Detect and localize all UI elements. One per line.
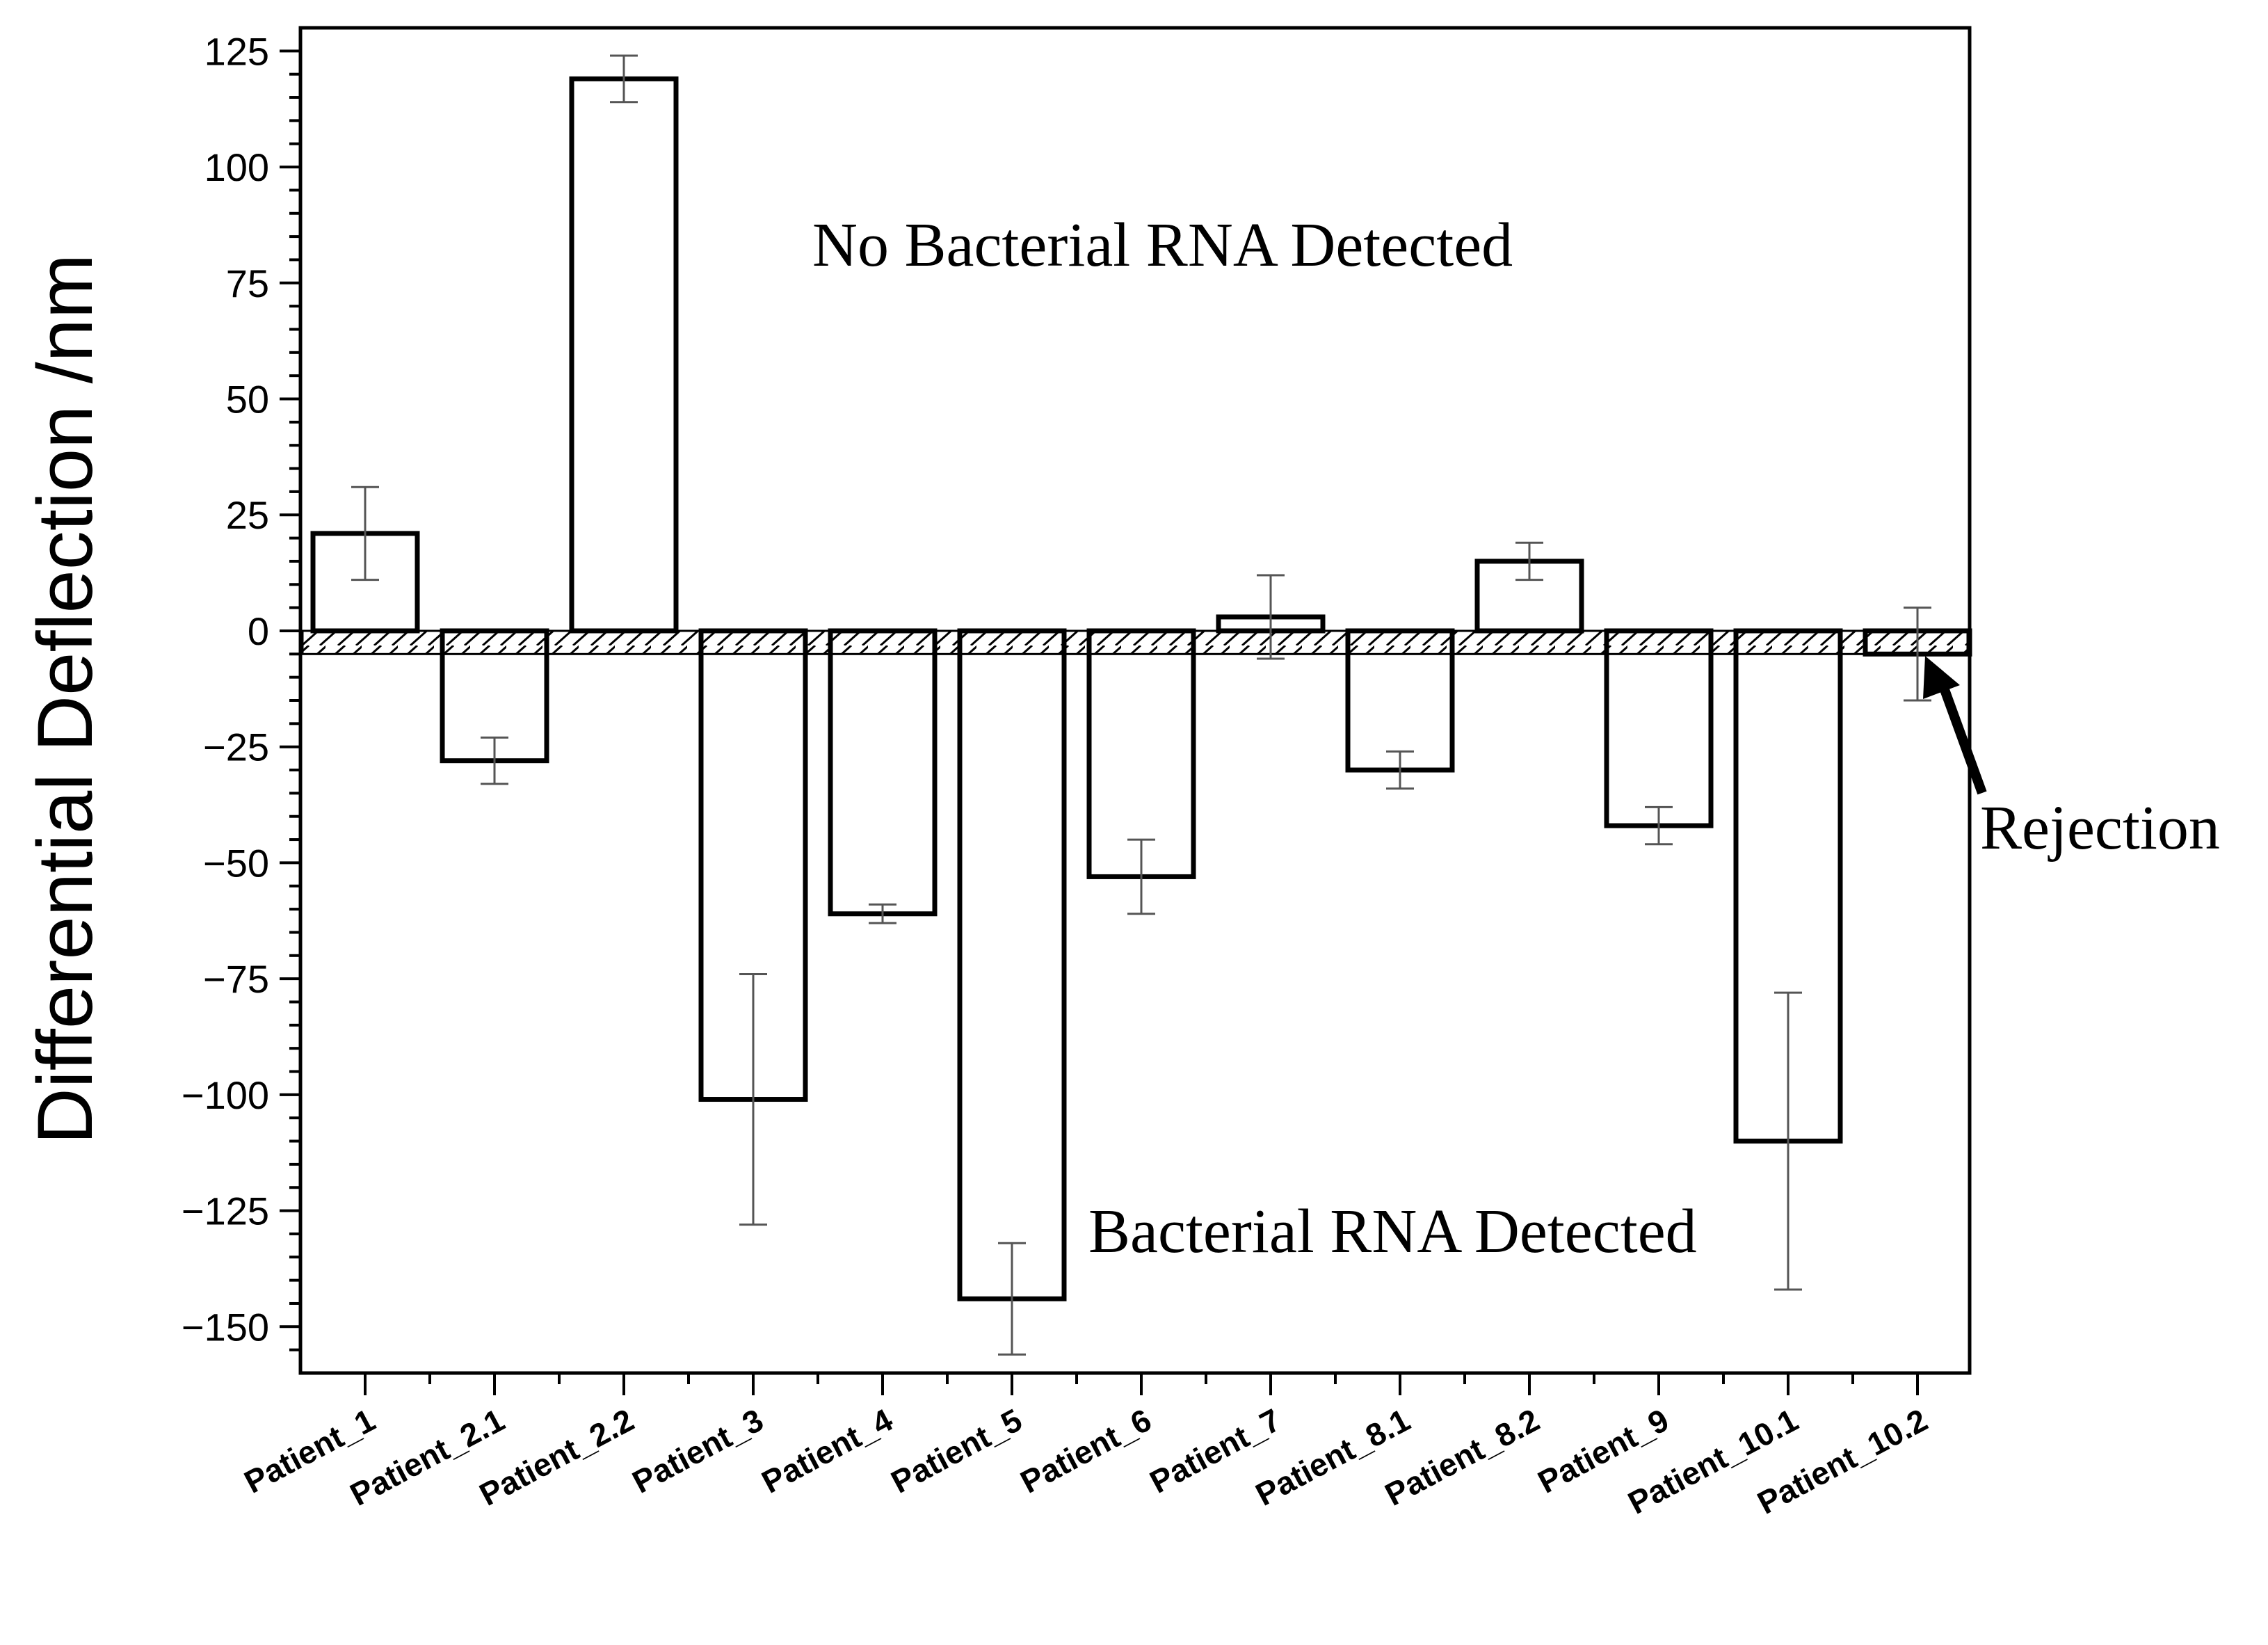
annotation-no-bacterial-rna: No Bacterial RNA Detected xyxy=(812,211,1513,280)
y-tick-label: 25 xyxy=(226,493,269,537)
bar-Patient_6 xyxy=(1086,628,1196,879)
error-bar-Patient_9 xyxy=(1645,805,1673,846)
bar-Patient_4 xyxy=(828,628,938,917)
x-tick-label: Patient_6 xyxy=(1015,1402,1157,1500)
error-bar-Patient_3 xyxy=(739,972,767,1226)
error-bar-Patient_10.1 xyxy=(1774,991,1802,1291)
annotation-rejection: Rejection xyxy=(1980,794,2220,862)
error-bar-Patient_1 xyxy=(351,486,379,581)
x-tick-label: Patient_5 xyxy=(885,1402,1028,1500)
x-tick-label: Patient_3 xyxy=(627,1402,769,1500)
y-tick-label: −150 xyxy=(182,1305,269,1349)
y-tick-label: 75 xyxy=(226,262,269,305)
bar-Patient_9 xyxy=(1604,628,1714,828)
error-bar-Patient_4 xyxy=(869,903,896,924)
error-bar-Patient_6 xyxy=(1127,838,1155,915)
x-axis: Patient_1Patient_2.1Patient_2.2Patient_3… xyxy=(239,1373,1933,1521)
y-axis: 125 100 75 50 25 0 −25 −50 −75 −100 −125 −150 xyxy=(182,29,300,1351)
error-bar-Patient_10.2 xyxy=(1904,607,1931,702)
y-tick-label: 0 xyxy=(248,609,269,653)
y-tick-label: 125 xyxy=(204,29,269,73)
rejection-band xyxy=(301,629,1969,655)
error-bar-Patient_8.2 xyxy=(1515,541,1543,581)
y-tick-label: −50 xyxy=(203,841,269,885)
error-bar-Patient_5 xyxy=(998,1242,1026,1356)
y-tick-label: −100 xyxy=(182,1073,269,1117)
y-tick-label: −25 xyxy=(203,725,269,769)
error-bar-Patient_2.1 xyxy=(481,736,508,785)
annotation-bacterial-rna: Bacterial RNA Detected xyxy=(1088,1197,1697,1266)
y-tick-label: −75 xyxy=(203,957,269,1001)
rejection-arrow xyxy=(1923,656,1987,795)
y-tick-label: −125 xyxy=(182,1189,269,1233)
error-bar-Patient_8.1 xyxy=(1386,750,1414,790)
error-bar-Patient_7 xyxy=(1257,574,1285,660)
y-tick-label: 100 xyxy=(204,145,269,189)
bar-Patient_2.2 xyxy=(569,76,679,634)
y-tick-label: 50 xyxy=(226,378,269,422)
x-tick-label: Patient_4 xyxy=(756,1402,899,1500)
bar-Patient_5 xyxy=(957,628,1067,1301)
rejection-band-layer xyxy=(301,629,1969,655)
error-bars-layer xyxy=(351,54,1931,1356)
y-axis-label: Differential Deflection /nm xyxy=(22,254,108,1144)
error-bar-Patient_2.2 xyxy=(610,54,638,104)
